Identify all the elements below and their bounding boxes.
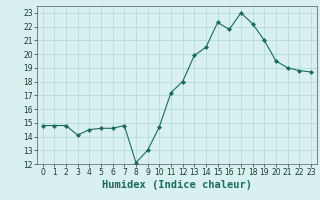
X-axis label: Humidex (Indice chaleur): Humidex (Indice chaleur): [102, 180, 252, 190]
